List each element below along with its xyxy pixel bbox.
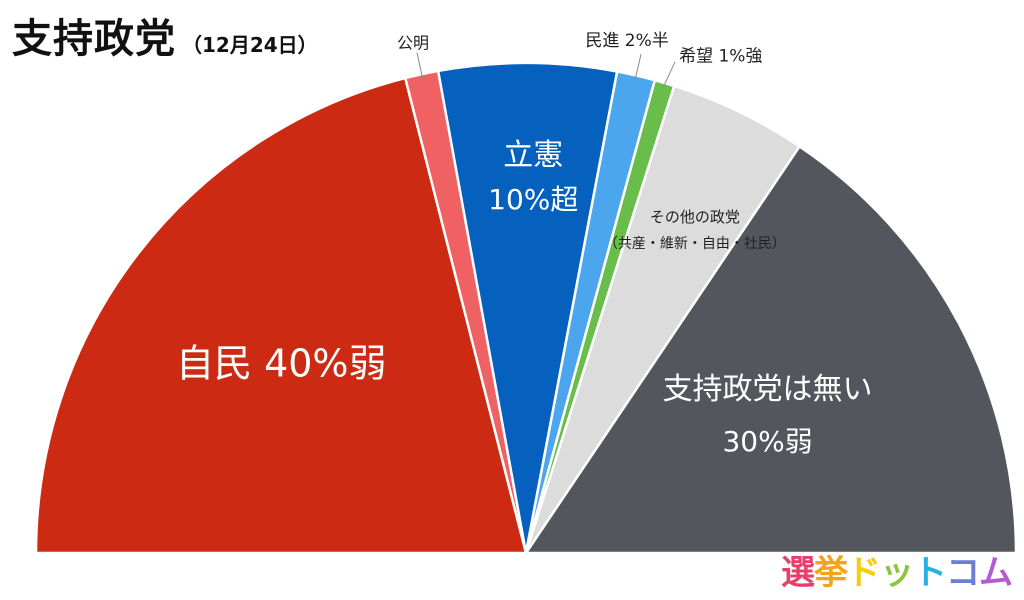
logo-char-3: ッ xyxy=(879,552,915,594)
leader-line-1 xyxy=(416,52,424,81)
logo-char-1: 挙 xyxy=(813,552,849,594)
chart-date: （12月24日） xyxy=(182,33,318,57)
leader-line-4 xyxy=(662,61,676,88)
logo-char-2: ド xyxy=(846,552,882,594)
slice-label-2: 立憲 10%超 xyxy=(488,138,578,216)
slice-label-0: 自民 40%弱 xyxy=(176,342,387,386)
logo-char-5: コ xyxy=(945,552,981,594)
pie-slice-6 xyxy=(524,145,1018,555)
site-logo-watermark: 選挙ドットコム xyxy=(780,545,1014,594)
slice-label-5: その他の政党（共産・維新・自由・社民） xyxy=(604,208,786,252)
chart-title-block: 支持政党 （12月24日） xyxy=(12,6,318,64)
pie-slice-2 xyxy=(436,61,619,555)
logo-char-0: 選 xyxy=(780,552,816,594)
slice-label-1: 公明 xyxy=(397,34,429,53)
pie-slice-0 xyxy=(34,76,528,555)
slice-label-6: 支持政党は無い 30%弱 xyxy=(663,372,873,458)
logo-char-4: ト xyxy=(912,552,948,594)
slice-label-3: 民進 2%半 xyxy=(585,31,668,51)
chart-title: 支持政党 xyxy=(12,16,176,62)
leader-line-3 xyxy=(634,53,642,80)
logo-char-6: ム xyxy=(978,552,1014,594)
slice-label-4: 希望 1%強 xyxy=(679,47,762,67)
